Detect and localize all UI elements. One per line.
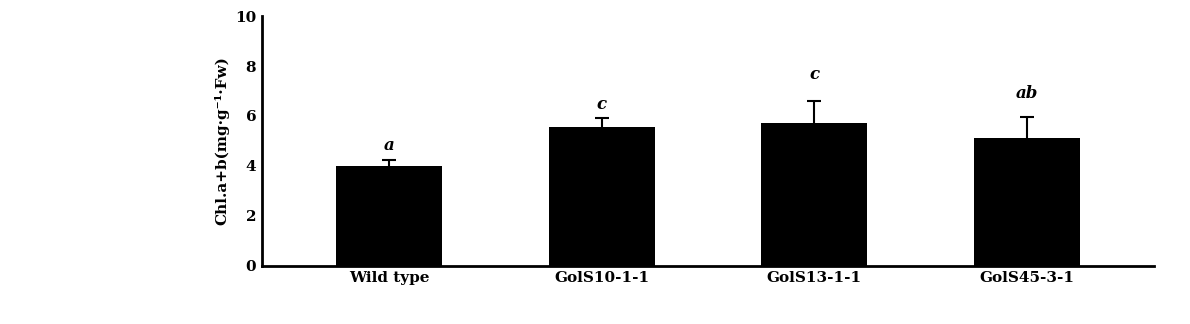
Text: c: c [596, 96, 607, 113]
Bar [549, 127, 654, 266]
Bar [762, 123, 868, 266]
Bar [337, 166, 443, 266]
Y-axis label: Chl.a+b(mg·g⁻¹·Fw): Chl.a+b(mg·g⁻¹·Fw) [214, 56, 230, 226]
Text: ab: ab [1015, 85, 1038, 102]
Bar [973, 138, 1081, 266]
Text: a: a [384, 137, 395, 154]
Text: c: c [809, 66, 820, 83]
